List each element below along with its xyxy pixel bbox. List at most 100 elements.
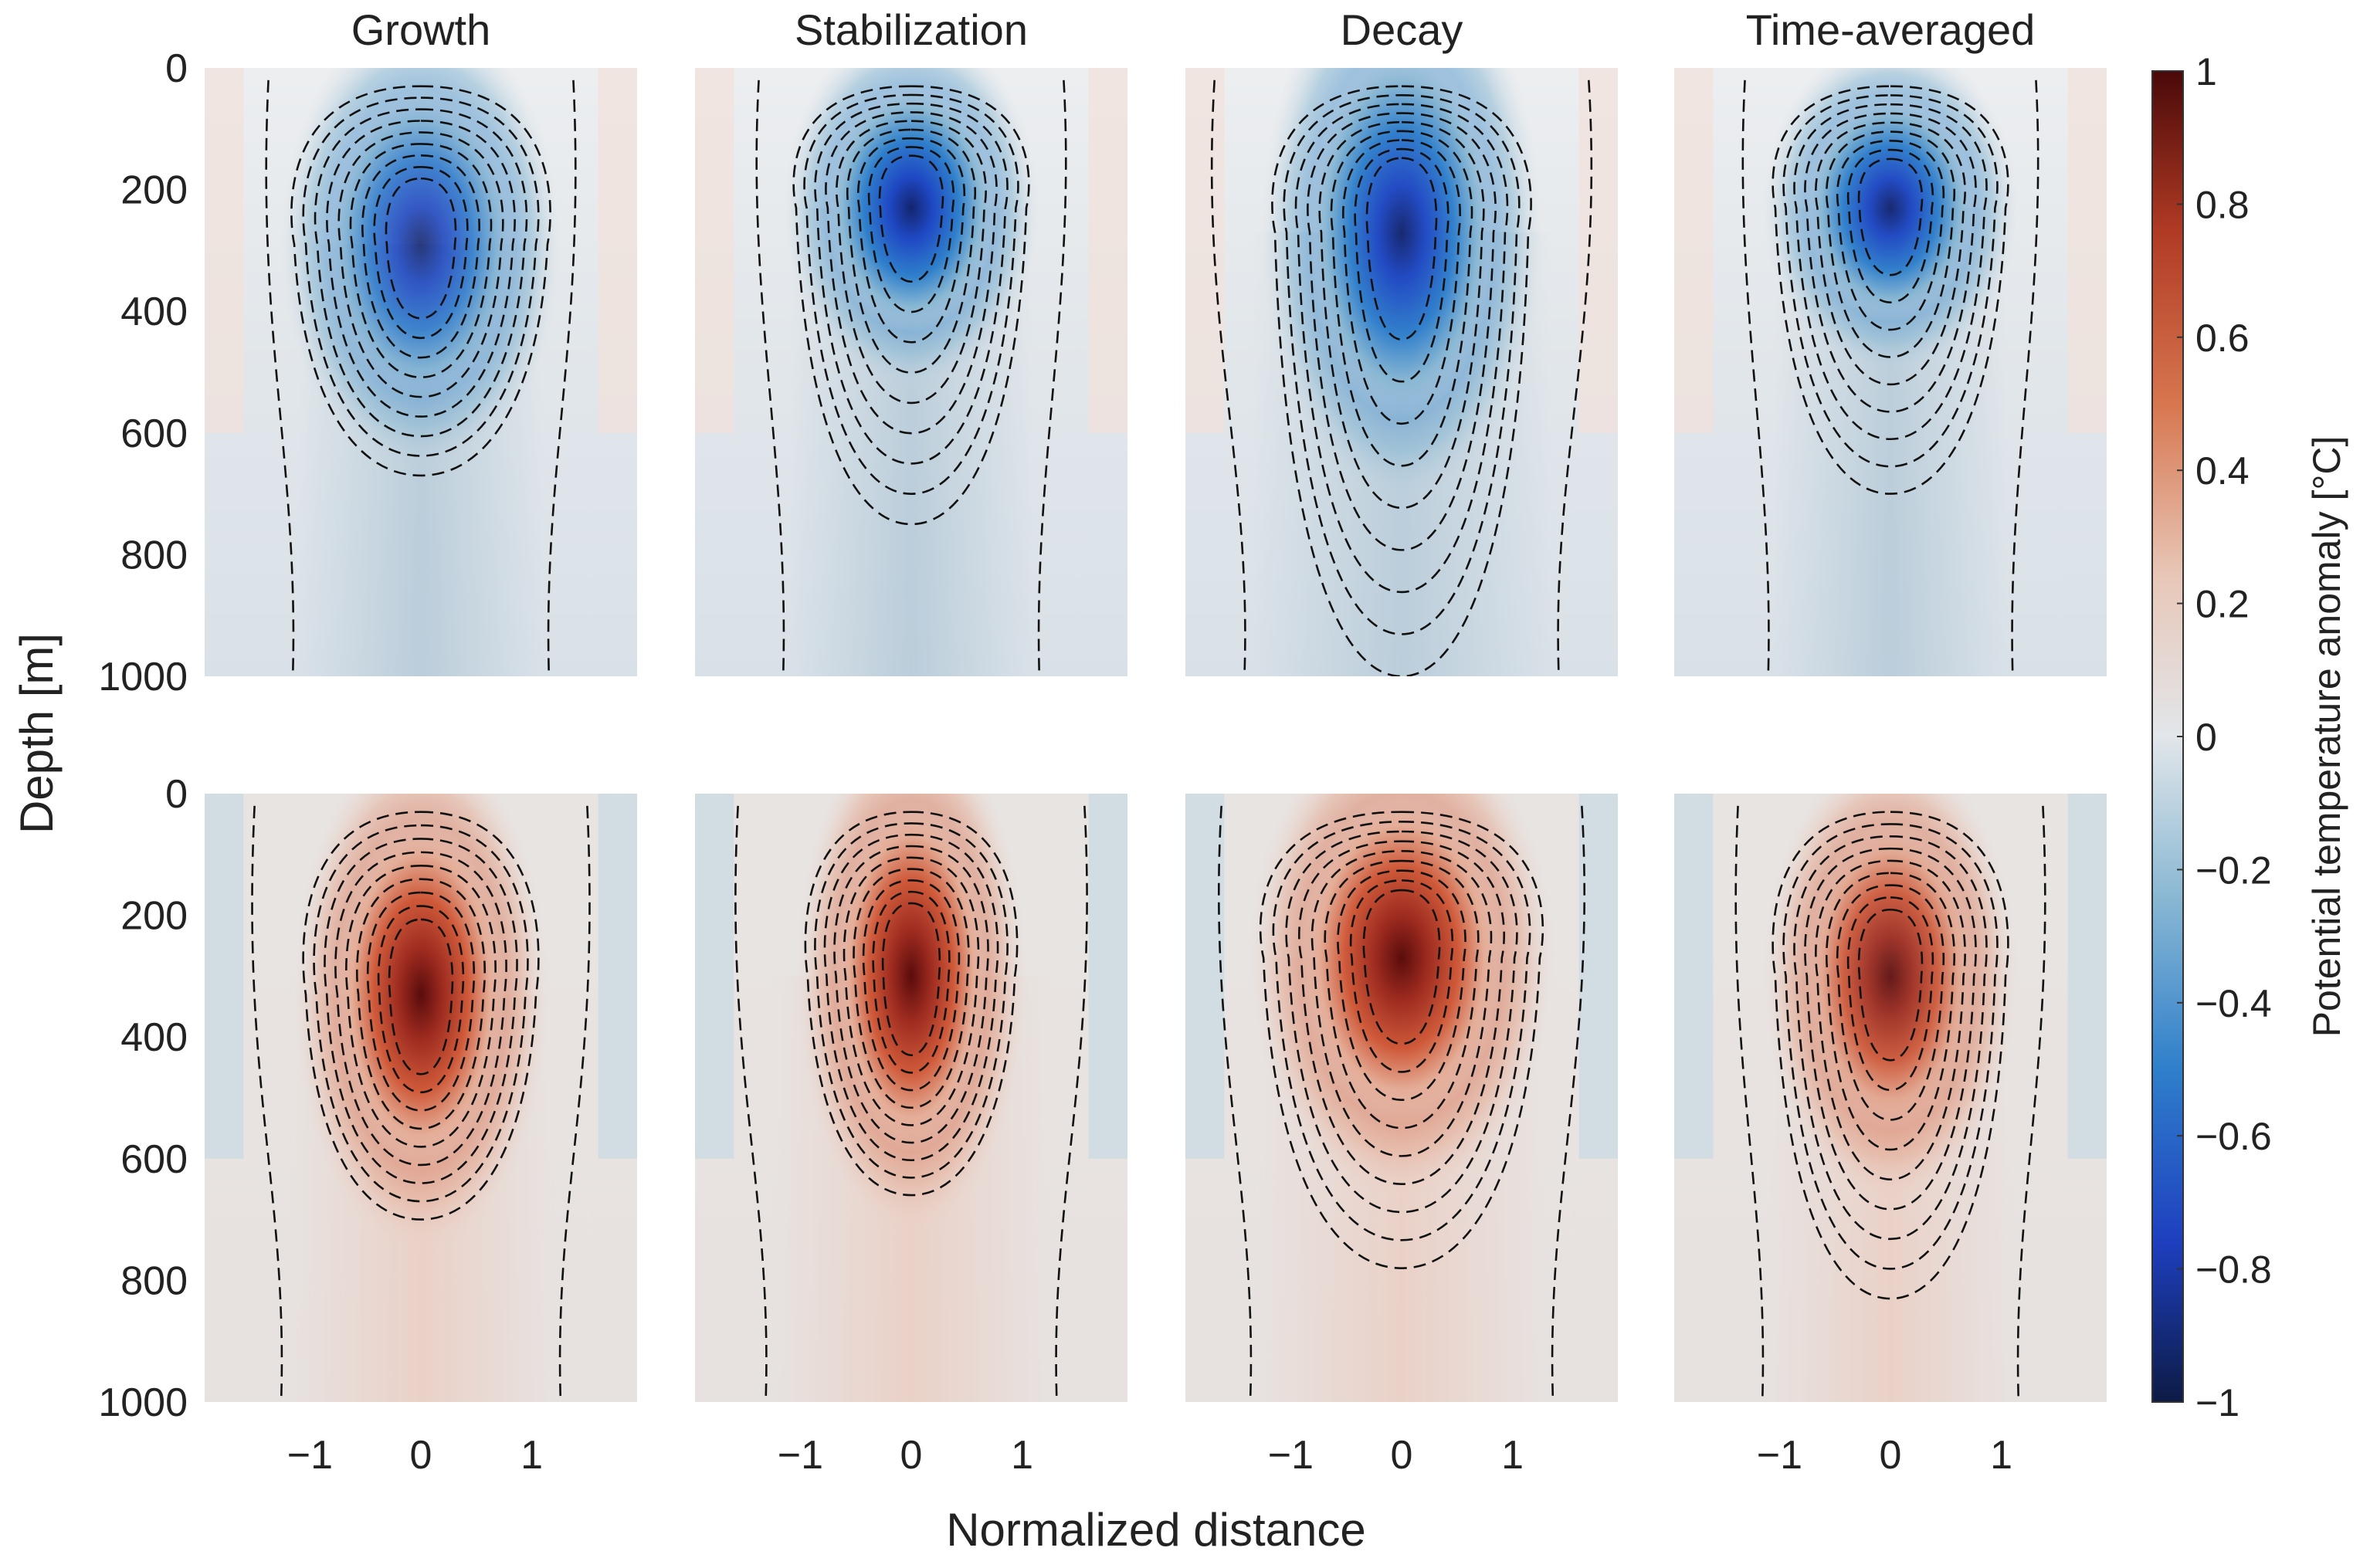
colorbar-tick-label: 0.2: [2195, 583, 2250, 626]
panel-5: [205, 794, 637, 1402]
contour-line: [1772, 85, 2009, 495]
contour-line: [1294, 103, 1509, 594]
contour-line: [313, 824, 529, 1203]
contour-line: [558, 805, 591, 1402]
contour-line: [388, 918, 454, 1075]
contour-line: [1793, 835, 1988, 1241]
contour-line: [853, 868, 970, 1109]
panel-title: Growth: [351, 5, 491, 54]
contour-line: [856, 137, 966, 344]
colorbar-tick-label: −0.4: [2195, 982, 2272, 1025]
contour-line: [1337, 869, 1466, 1102]
contour-line: [1218, 805, 1253, 1402]
contour-line: [251, 805, 283, 1402]
y-tick-label: 0: [165, 772, 188, 817]
x-tick-label: −1: [1757, 1433, 1802, 1478]
x-tick-label: 0: [410, 1433, 432, 1478]
field-core: [833, 800, 989, 1153]
contour-line: [1283, 93, 1521, 635]
contour-line: [1354, 147, 1449, 383]
panel-4: [1674, 68, 2107, 676]
field-core: [825, 83, 998, 332]
contour-line: [1307, 112, 1497, 551]
x-axis-label: Normalized distance: [946, 1504, 1366, 1556]
contour-line: [1804, 112, 1977, 413]
contour-line: [326, 120, 516, 418]
contour-line: [814, 822, 1009, 1179]
flank-right: [1578, 794, 1618, 1159]
contour-line: [1272, 821, 1531, 1241]
panel-3: [1185, 68, 1618, 676]
contour-line: [803, 93, 1019, 496]
colorbar-tick-label: 0.8: [2195, 183, 2250, 226]
flank-right: [1088, 794, 1127, 1159]
contour-line: [547, 80, 577, 676]
flank-left: [695, 68, 734, 433]
contour-line: [1793, 103, 1988, 441]
panel-title: Stabilization: [795, 5, 1028, 54]
panel-title: Decay: [1341, 5, 1463, 54]
contour-line: [337, 131, 504, 398]
contour-line: [846, 128, 977, 374]
y-tick-label: 400: [120, 290, 188, 334]
y-tick-label: 800: [120, 533, 188, 577]
contour-line: [867, 146, 955, 313]
panel-title: Time-averaged: [1746, 5, 2036, 54]
colorbar-tick-label: −0.2: [2195, 848, 2272, 892]
contour-line: [377, 905, 465, 1094]
field-core: [1804, 93, 1977, 322]
contour-line: [814, 102, 1009, 465]
contour-line: [1259, 811, 1544, 1269]
contour-group: [251, 805, 591, 1402]
x-tick-label: 0: [900, 1433, 923, 1478]
contour-line: [302, 811, 540, 1221]
contour-line: [836, 120, 987, 405]
contour-line: [734, 805, 768, 1402]
x-tick-label: 0: [1880, 1433, 1902, 1478]
panel-field: [695, 794, 1127, 1402]
colorbar-tick-label: 0: [2195, 716, 2217, 759]
contour-line: [345, 864, 497, 1148]
flank-right: [1578, 68, 1618, 433]
flank-right: [1088, 68, 1127, 433]
contour-line: [1782, 823, 1999, 1270]
flank-right: [2067, 794, 2107, 1159]
y-tick-label: 600: [120, 1137, 188, 1182]
contour-line: [361, 154, 480, 359]
contour-line: [1734, 805, 1765, 1402]
panel-6: [695, 794, 1127, 1402]
field-core: [1307, 68, 1497, 418]
panel-field: [1185, 794, 1618, 1402]
contour-line: [823, 833, 999, 1162]
contour-line: [1741, 80, 1770, 676]
x-tick-label: 0: [1391, 1433, 1413, 1478]
contour-line: [1210, 80, 1246, 676]
contour-line: [314, 108, 528, 438]
contour-line: [290, 85, 551, 477]
colorbar-tick-label: −0.6: [2195, 1115, 2272, 1158]
panel-2: [695, 68, 1127, 676]
contour-line: [265, 80, 295, 676]
colorbar-tick-label: 1: [2195, 50, 2217, 93]
panel-field: [1674, 794, 2107, 1402]
contour-line: [1055, 805, 1088, 1402]
contour-line: [1271, 85, 1532, 676]
panel-field: [695, 68, 1127, 676]
x-tick-label: −1: [778, 1433, 823, 1478]
colorbar-tick-label: −1: [2195, 1381, 2239, 1424]
flank-left: [205, 794, 244, 1159]
contour-line: [862, 879, 961, 1092]
contour-line: [1825, 872, 1956, 1151]
contour-group: [734, 805, 1088, 1402]
contour-line: [1857, 157, 1924, 276]
flank-left: [1674, 794, 1714, 1159]
contour-group: [1218, 805, 1585, 1402]
flank-left: [205, 68, 244, 433]
flank-left: [1185, 68, 1225, 433]
contour-line: [1836, 140, 1945, 331]
contour-line: [1815, 121, 1966, 386]
field-core: [326, 89, 516, 400]
contour-line: [1772, 811, 2009, 1300]
